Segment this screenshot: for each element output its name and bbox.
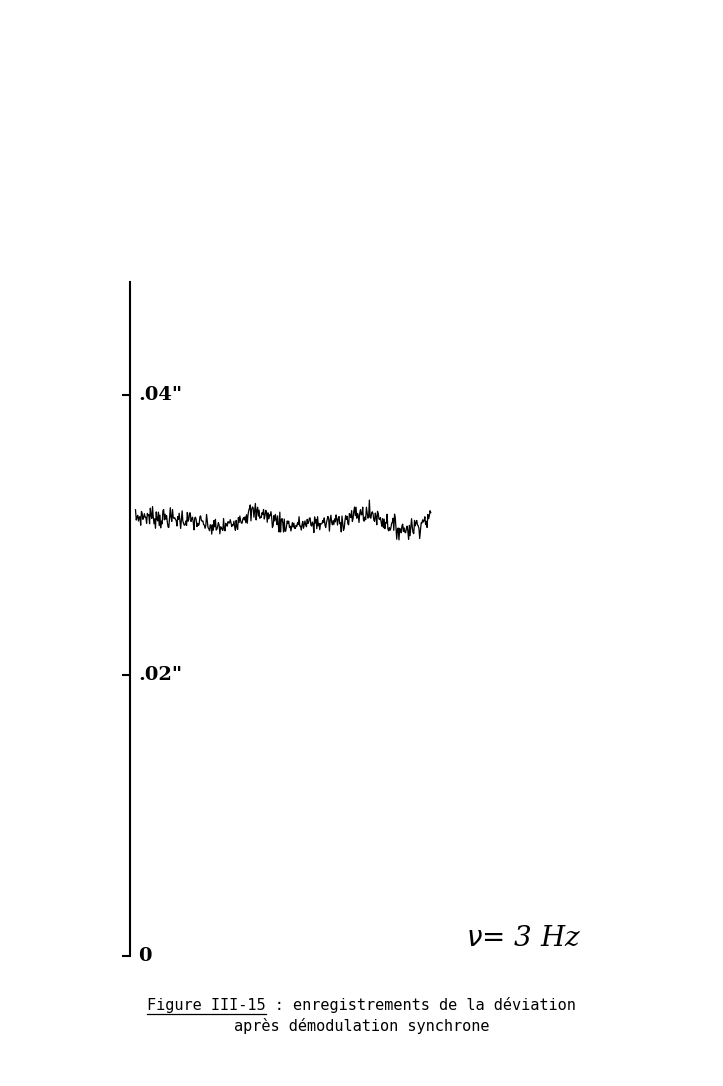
Text: .02": .02" [138, 666, 182, 684]
Text: .04": .04" [138, 386, 182, 404]
Text: $\nu$= 3 Hz: $\nu$= 3 Hz [466, 925, 581, 952]
Text: Figure III-15 : enregistrements de la déviation: Figure III-15 : enregistrements de la dé… [147, 997, 576, 1012]
Text: 0: 0 [138, 947, 152, 964]
Text: après démodulation synchrone: après démodulation synchrone [234, 1019, 489, 1034]
